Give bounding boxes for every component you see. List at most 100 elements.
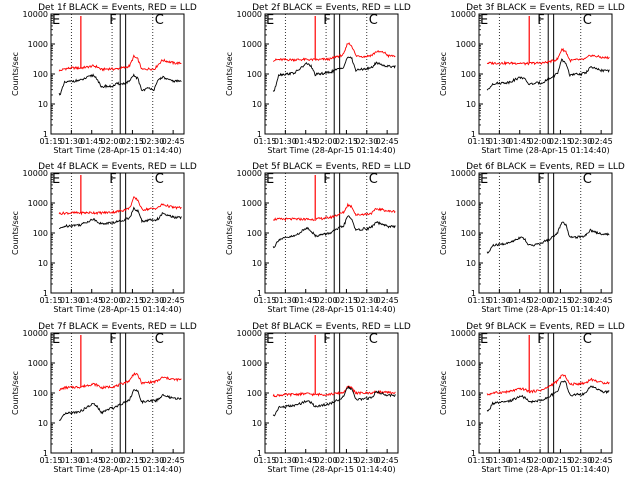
y-tick-label: 100 (461, 389, 476, 398)
plot-frame (264, 13, 399, 135)
y-tick-label: 1 (43, 289, 48, 298)
x-tick-label: 01:30 (274, 456, 297, 465)
y-tick-label: 10000 (23, 329, 48, 338)
y-tick-label: 1000 (456, 40, 476, 49)
x-tick-label: 02:45 (376, 456, 399, 465)
plot-frame (50, 332, 185, 454)
marker-f: F (537, 13, 544, 28)
series-events (272, 385, 396, 417)
x-axis-label: Start Time (28-Apr-15 01:14:40) (267, 305, 395, 314)
marker-f: F (537, 332, 544, 347)
panel-title: Det 5f BLACK = Events, RED = LLD (252, 162, 411, 172)
y-tick-label: 10000 (237, 329, 262, 338)
x-tick-label: 02:45 (376, 137, 399, 146)
x-axis-label: Start Time (28-Apr-15 01:14:40) (481, 146, 609, 155)
series-events (486, 58, 610, 91)
series-events (486, 380, 610, 412)
marker-f: F (109, 172, 116, 187)
series-lld (58, 54, 182, 72)
marker-e: E (52, 332, 60, 347)
y-axis-label: Counts/sec (439, 211, 448, 255)
x-axis-label: Start Time (28-Apr-15 01:14:40) (267, 465, 395, 474)
marker-e: E (266, 13, 274, 28)
marker-f: F (109, 332, 116, 347)
x-tick-label: 01:15 (39, 296, 62, 305)
x-tick-label: 01:15 (39, 137, 62, 146)
x-tick-label: 02:00 (315, 296, 338, 305)
marker-f: F (323, 13, 330, 28)
x-tick-label: 02:30 (569, 296, 592, 305)
marker-e: E (52, 172, 60, 187)
y-tick-label: 10 (252, 100, 262, 109)
panel-det8: Det 8f BLACK = Events, RED = LLD Counts/s… (225, 322, 411, 474)
marker-f: F (537, 172, 544, 187)
plot-frame (478, 172, 613, 294)
x-tick-label: 01:45 (80, 137, 103, 146)
panel-det2: Det 2f BLACK = Events, RED = LLD Counts/s… (225, 3, 411, 155)
x-tick-label: 02:45 (376, 296, 399, 305)
x-tick-label: 02:30 (355, 137, 378, 146)
x-tick-label: 01:15 (467, 137, 490, 146)
marker-e: E (52, 13, 60, 28)
y-tick-label: 10 (38, 100, 48, 109)
marker-c: C (155, 172, 164, 187)
series-lld (486, 47, 610, 66)
panel-title: Det 7f BLACK = Events, RED = LLD (38, 322, 197, 332)
y-tick-label: 1 (43, 449, 48, 458)
marker-e: E (480, 13, 488, 28)
x-tick-label: 02:00 (101, 137, 124, 146)
plot-frame (50, 13, 185, 135)
marker-e: E (480, 172, 488, 187)
x-tick-label: 02:00 (315, 137, 338, 146)
x-tick-label: 01:45 (294, 296, 317, 305)
y-tick-label: 1000 (28, 40, 48, 49)
panel-det5: Det 5f BLACK = Events, RED = LLD Counts/s… (225, 162, 411, 314)
plot-frame (478, 13, 613, 135)
y-tick-label: 1000 (28, 359, 48, 368)
x-tick-label: 01:45 (80, 456, 103, 465)
x-tick-label: 01:45 (508, 296, 531, 305)
x-tick-label: 01:15 (467, 296, 490, 305)
x-tick-label: 01:45 (80, 296, 103, 305)
x-tick-label: 02:15 (335, 296, 358, 305)
x-tick-label: 02:30 (355, 456, 378, 465)
panel-det4: Det 4f BLACK = Events, RED = LLD Counts/s… (11, 162, 197, 314)
panel-det1: Det 1f BLACK = Events, RED = LLD Counts/s… (11, 3, 197, 155)
marker-c: C (583, 332, 592, 347)
y-tick-label: 10 (38, 419, 48, 428)
x-tick-label: 02:45 (162, 456, 185, 465)
x-tick-label: 02:15 (121, 296, 144, 305)
y-tick-label: 1 (257, 449, 262, 458)
x-tick-label: 01:30 (274, 296, 297, 305)
panel-title: Det 2f BLACK = Events, RED = LLD (252, 3, 411, 13)
x-tick-label: 01:30 (60, 137, 83, 146)
series-events (59, 206, 182, 230)
marker-e: E (266, 332, 274, 347)
x-tick-label: 02:00 (101, 296, 124, 305)
y-tick-label: 1 (471, 289, 476, 298)
panel-det9: Det 9f BLACK = Events, RED = LLD Counts/s… (439, 322, 625, 474)
x-tick-label: 01:15 (253, 296, 276, 305)
y-tick-label: 1 (471, 130, 476, 139)
x-tick-label: 01:45 (294, 137, 317, 146)
y-tick-label: 10 (252, 419, 262, 428)
y-tick-label: 1000 (28, 199, 48, 208)
marker-c: C (583, 13, 592, 28)
x-tick-label: 02:30 (355, 296, 378, 305)
x-axis-label: Start Time (28-Apr-15 01:14:40) (53, 465, 181, 474)
panel-title: Det 9f BLACK = Events, RED = LLD (466, 322, 625, 332)
y-tick-label: 100 (461, 70, 476, 79)
marker-c: C (583, 172, 592, 187)
y-tick-label: 1000 (242, 40, 262, 49)
x-tick-label: 01:15 (39, 456, 62, 465)
y-tick-label: 10000 (237, 10, 262, 19)
x-tick-label: 01:45 (508, 137, 531, 146)
x-tick-label: 02:15 (335, 456, 358, 465)
x-tick-label: 02:45 (162, 296, 185, 305)
x-tick-label: 01:15 (253, 137, 276, 146)
x-tick-label: 02:00 (529, 456, 552, 465)
panel-det7: Det 7f BLACK = Events, RED = LLD Counts/s… (11, 322, 197, 474)
y-tick-label: 1 (471, 449, 476, 458)
x-tick-label: 02:30 (569, 137, 592, 146)
series-lld (272, 385, 396, 398)
